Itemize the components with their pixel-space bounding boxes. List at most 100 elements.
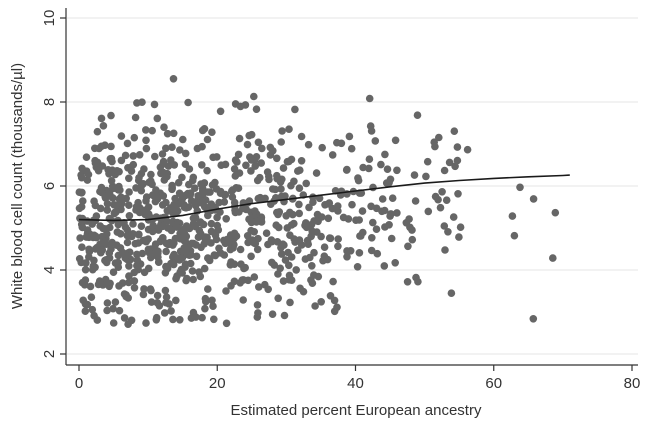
data-point <box>423 157 432 166</box>
data-point <box>529 195 538 203</box>
data-point <box>228 193 237 201</box>
data-point <box>295 184 304 192</box>
data-point <box>108 166 117 174</box>
data-point <box>347 144 356 153</box>
data-point <box>91 159 100 167</box>
data-point <box>410 171 419 179</box>
data-point <box>208 296 216 305</box>
data-point <box>163 217 171 225</box>
data-point <box>431 142 439 151</box>
y-axis-title: White blood cell count (thousands/µl) <box>9 63 26 309</box>
data-point <box>111 298 120 306</box>
data-point <box>456 223 465 231</box>
data-point <box>276 264 285 273</box>
data-point <box>208 128 216 136</box>
data-point <box>147 177 155 185</box>
gridlines <box>67 17 638 355</box>
data-point <box>108 157 116 166</box>
data-point <box>169 75 178 83</box>
data-point <box>438 188 446 196</box>
data-point <box>163 264 172 273</box>
data-point <box>453 156 462 165</box>
data-point <box>317 232 325 241</box>
data-point <box>191 184 199 192</box>
data-point <box>163 169 172 178</box>
data-point <box>271 185 280 194</box>
data-point <box>450 127 459 135</box>
data-point <box>261 194 269 203</box>
data-point <box>510 231 519 240</box>
data-point <box>83 226 92 234</box>
data-point <box>103 230 111 238</box>
data-point <box>280 311 289 320</box>
data-point <box>320 243 329 251</box>
data-point <box>148 227 157 236</box>
data-point <box>172 221 180 229</box>
data-point <box>226 245 235 254</box>
data-point <box>154 258 163 267</box>
data-point <box>312 169 321 177</box>
data-point <box>299 287 308 296</box>
data-point <box>166 238 174 247</box>
data-point <box>237 260 245 269</box>
data-point <box>319 256 327 265</box>
data-point <box>451 162 459 171</box>
data-point <box>122 251 131 260</box>
data-point <box>97 183 106 192</box>
data-point <box>253 245 262 254</box>
data-point <box>385 179 393 187</box>
data-point <box>234 184 243 192</box>
data-point <box>221 191 229 199</box>
data-point <box>200 179 209 187</box>
data-point <box>114 220 123 229</box>
data-point <box>150 100 159 109</box>
y-tick-label: 6 <box>41 182 58 190</box>
data-point <box>129 220 137 228</box>
data-point <box>189 275 197 284</box>
data-point <box>414 277 422 286</box>
data-point <box>125 201 133 209</box>
data-point <box>163 129 172 138</box>
data-point <box>98 246 107 254</box>
data-point <box>440 222 449 230</box>
data-point <box>442 196 451 204</box>
data-point <box>203 166 211 175</box>
data-point <box>115 282 123 290</box>
data-point <box>304 140 313 149</box>
data-point <box>153 114 162 123</box>
data-point <box>184 98 192 107</box>
data-point <box>358 207 367 215</box>
data-point <box>159 157 168 166</box>
data-point <box>243 232 252 240</box>
data-point <box>262 229 271 237</box>
data-point <box>120 290 129 298</box>
data-point <box>252 218 261 226</box>
data-point <box>139 290 148 299</box>
data-point <box>422 172 430 181</box>
data-point <box>149 221 157 230</box>
x-tick-label: 20 <box>209 375 226 392</box>
data-point <box>170 203 179 211</box>
data-point <box>440 166 449 175</box>
data-point <box>107 245 115 253</box>
data-point <box>449 213 458 221</box>
data-point <box>205 256 214 265</box>
data-point <box>82 153 91 161</box>
data-point <box>301 255 310 263</box>
data-point <box>161 286 170 295</box>
data-point <box>140 285 148 293</box>
data-point <box>247 156 256 164</box>
data-point <box>343 252 351 261</box>
data-point <box>106 223 114 232</box>
data-point <box>162 247 170 256</box>
data-point <box>169 260 178 269</box>
data-point <box>283 157 292 166</box>
data-point <box>77 202 86 211</box>
axes: 2 4 6 8 10 0 20 40 60 80 <box>41 8 640 392</box>
data-point <box>212 185 221 193</box>
data-point <box>234 150 243 159</box>
data-point <box>278 127 286 135</box>
data-point <box>328 151 337 159</box>
data-point <box>342 166 351 174</box>
